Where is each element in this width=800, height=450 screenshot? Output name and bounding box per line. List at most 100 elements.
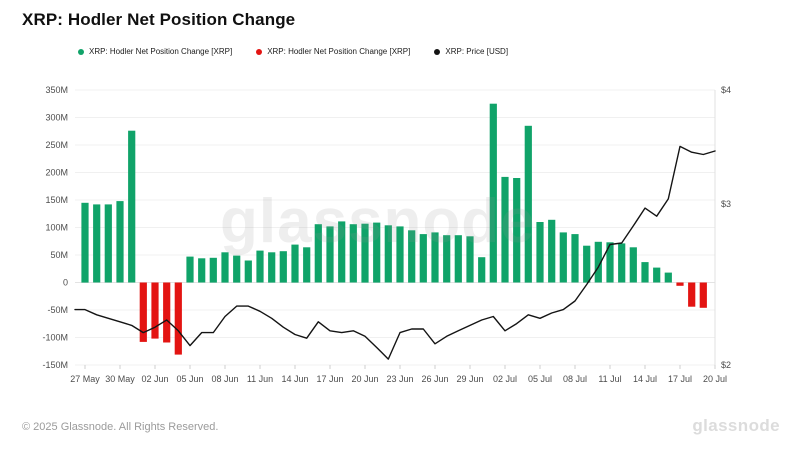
copyright-text: © 2025 Glassnode. All Rights Reserved. xyxy=(22,421,219,433)
bar[interactable] xyxy=(489,103,497,283)
svg-text:100M: 100M xyxy=(45,223,68,233)
svg-text:14 Jul: 14 Jul xyxy=(633,374,657,384)
circle-icon xyxy=(78,48,84,55)
bar[interactable] xyxy=(139,282,147,342)
svg-text:300M: 300M xyxy=(45,113,68,123)
bar[interactable] xyxy=(116,201,124,283)
svg-text:08 Jul: 08 Jul xyxy=(563,374,587,384)
svg-text:29 Jun: 29 Jun xyxy=(456,374,483,384)
bar[interactable] xyxy=(128,130,136,283)
bar[interactable] xyxy=(279,251,287,283)
bar[interactable] xyxy=(699,282,707,308)
bar[interactable] xyxy=(326,226,334,283)
svg-text:-150M: -150M xyxy=(42,360,68,370)
bar[interactable] xyxy=(291,244,299,283)
bar-series xyxy=(81,103,707,355)
bar[interactable] xyxy=(303,247,311,283)
bar[interactable] xyxy=(664,272,672,283)
bar[interactable] xyxy=(454,235,462,283)
svg-text:11 Jul: 11 Jul xyxy=(598,374,621,384)
price-line xyxy=(74,145,716,360)
bar[interactable] xyxy=(244,260,252,283)
gridlines xyxy=(75,89,716,366)
bar[interactable] xyxy=(209,257,217,283)
bar[interactable] xyxy=(151,282,159,339)
bar[interactable] xyxy=(163,282,171,343)
svg-text:30 May: 30 May xyxy=(105,374,135,384)
bar[interactable] xyxy=(583,245,591,283)
bar[interactable] xyxy=(606,242,614,283)
svg-text:08 Jun: 08 Jun xyxy=(211,374,238,384)
bar[interactable] xyxy=(396,226,404,283)
bar[interactable] xyxy=(419,234,427,283)
bar[interactable] xyxy=(594,241,602,283)
legend-label: XRP: Hodler Net Position Change [XRP] xyxy=(89,47,233,56)
bar[interactable] xyxy=(198,258,206,283)
bar[interactable] xyxy=(571,234,579,283)
bar[interactable] xyxy=(361,223,369,283)
bar[interactable] xyxy=(676,282,684,286)
bar[interactable] xyxy=(653,267,661,283)
bar[interactable] xyxy=(688,282,696,307)
bar[interactable] xyxy=(629,247,637,283)
bar[interactable] xyxy=(524,125,532,283)
legend-item-0[interactable]: XRP: Hodler Net Position Change [XRP] xyxy=(78,47,232,56)
bar[interactable] xyxy=(104,204,112,283)
bar[interactable] xyxy=(233,255,241,283)
bar[interactable] xyxy=(501,176,509,283)
bar[interactable] xyxy=(513,178,521,283)
svg-text:05 Jun: 05 Jun xyxy=(176,374,203,384)
svg-text:20 Jun: 20 Jun xyxy=(351,374,378,384)
circle-icon xyxy=(434,48,441,55)
svg-text:02 Jul: 02 Jul xyxy=(493,374,517,384)
svg-text:-100M: -100M xyxy=(42,333,68,343)
bar[interactable] xyxy=(256,250,264,283)
bar[interactable] xyxy=(186,256,194,283)
bar[interactable] xyxy=(174,282,182,355)
svg-text:$3: $3 xyxy=(721,199,731,209)
bar[interactable] xyxy=(559,232,567,283)
x-axis-labels: 27 May 30 May 02 Jun 05 Jun 08 Jun 11 Jun 14 J… xyxy=(70,365,727,384)
svg-text:150M: 150M xyxy=(45,195,68,205)
bar[interactable] xyxy=(641,262,649,283)
svg-text:$4: $4 xyxy=(721,85,731,95)
bar[interactable] xyxy=(338,221,346,283)
bar[interactable] xyxy=(221,252,229,283)
bar[interactable] xyxy=(466,236,474,283)
bar[interactable] xyxy=(384,225,392,283)
svg-text:27 May: 27 May xyxy=(70,374,100,384)
svg-text:350M: 350M xyxy=(45,85,68,95)
bar[interactable] xyxy=(536,222,544,283)
svg-text:17 Jul: 17 Jul xyxy=(668,374,692,384)
bar[interactable] xyxy=(408,230,416,283)
bar[interactable] xyxy=(93,204,101,283)
right-axis-labels: $4 $3 $2 xyxy=(721,85,731,370)
bar[interactable] xyxy=(431,232,439,283)
svg-text:14 Jun: 14 Jun xyxy=(281,374,308,384)
bar[interactable] xyxy=(81,202,89,283)
bar[interactable] xyxy=(478,257,486,283)
bar[interactable] xyxy=(349,224,357,283)
bar[interactable] xyxy=(548,219,556,283)
legend-item-1[interactable]: XRP: Hodler Net Position Change [XRP] xyxy=(256,47,410,56)
svg-text:0: 0 xyxy=(63,278,68,288)
svg-text:-50M: -50M xyxy=(47,305,68,315)
bar[interactable] xyxy=(443,235,451,283)
svg-text:200M: 200M xyxy=(45,168,68,178)
svg-text:05 Jul: 05 Jul xyxy=(528,374,552,384)
bar[interactable] xyxy=(618,243,626,283)
legend-label: XRP: Price [USD] xyxy=(445,47,509,56)
svg-text:23 Jun: 23 Jun xyxy=(386,374,413,384)
svg-text:17 Jun: 17 Jun xyxy=(316,374,343,384)
svg-text:02 Jun: 02 Jun xyxy=(141,374,168,384)
chart-title: XRP: Hodler Net Position Change xyxy=(22,10,296,29)
circle-icon xyxy=(256,48,263,55)
bar[interactable] xyxy=(268,252,276,283)
legend-label: XRP: Hodler Net Position Change [XRP] xyxy=(267,47,411,56)
bar[interactable] xyxy=(373,222,381,283)
legend-item-2[interactable]: XRP: Price [USD] xyxy=(434,47,508,56)
glassnode-logo: glassnode xyxy=(692,416,780,435)
bar[interactable] xyxy=(314,224,322,283)
